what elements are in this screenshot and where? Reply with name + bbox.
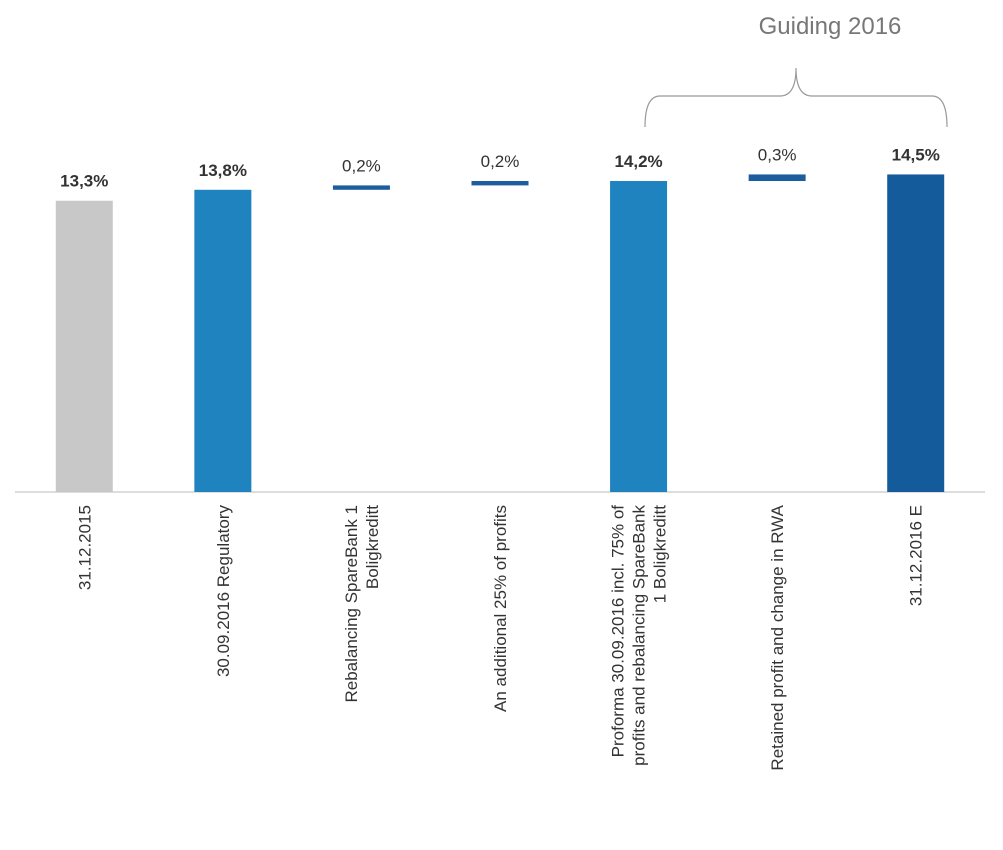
x-tick-group: 31.12.2016 E	[907, 505, 926, 606]
bar	[471, 181, 529, 186]
value-label: 0,2%	[481, 152, 520, 171]
bar	[55, 200, 113, 493]
bar	[748, 174, 806, 182]
value-label: 13,8%	[199, 161, 247, 180]
x-tick-group: Retained profit and change in RWA	[768, 504, 787, 770]
bar	[887, 174, 945, 492]
x-tick-label: Proforma 30.09.2016 incl. 75% of profits …	[609, 505, 670, 766]
x-tick-label: Retained profit and change in RWA	[768, 504, 787, 770]
value-label: 0,3%	[758, 145, 797, 164]
value-label: 0,2%	[342, 156, 381, 175]
bar	[194, 189, 252, 492]
value-label: 14,2%	[614, 152, 662, 171]
bar	[332, 185, 390, 190]
x-tick-group: 31.12.2015	[75, 505, 94, 590]
brace	[644, 67, 948, 128]
x-tick-group: Proforma 30.09.2016 incl. 75% of profits …	[609, 505, 670, 766]
x-tick-group: Rebalancing SpareBank 1 Boligkreditt	[342, 505, 382, 703]
bar	[610, 181, 668, 492]
value-label: 14,5%	[892, 145, 940, 164]
x-tick-group: 30.09.2016 Regulatory	[214, 505, 233, 678]
x-tick-label: An additional 25% of profits	[491, 505, 510, 712]
x-tick-label: 31.12.2016 E	[907, 505, 926, 606]
value-label: 13,3%	[60, 172, 108, 191]
x-tick-label: 30.09.2016 Regulatory	[214, 505, 233, 678]
x-tick-label: Rebalancing SpareBank 1 Boligkreditt	[342, 505, 382, 703]
x-tick-label: 31.12.2015	[75, 505, 94, 590]
annotation: Guiding 2016	[759, 13, 902, 40]
x-tick-group: An additional 25% of profits	[491, 505, 510, 712]
